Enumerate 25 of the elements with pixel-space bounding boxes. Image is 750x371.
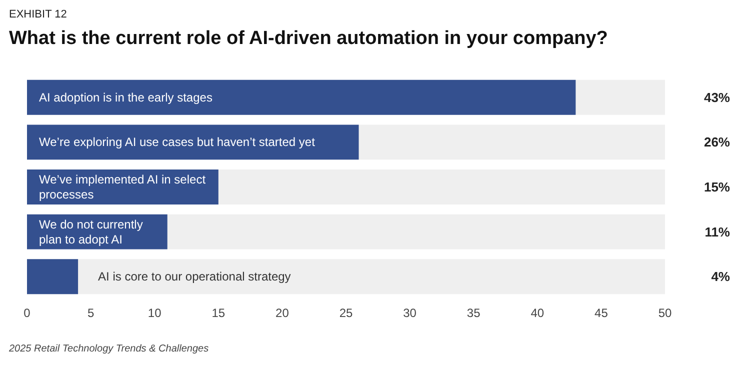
x-tick-label: 20 — [276, 306, 290, 320]
x-tick-label: 40 — [530, 306, 544, 320]
data-label: 43% — [704, 90, 730, 105]
chart-subtitle: EXHIBIT 12 — [9, 8, 67, 20]
x-tick-label: 10 — [148, 306, 162, 320]
x-tick-label: 25 — [339, 306, 353, 320]
y-tick-label: AI adoption is in the early stages — [39, 90, 212, 104]
x-tick-label: 30 — [403, 306, 417, 320]
data-label: 11% — [704, 224, 730, 240]
y-tick-label: AI is core to our operational strategy — [98, 270, 291, 284]
x-tick-label: 50 — [658, 306, 672, 320]
y-tick-label: We’ve implemented AI in select processes — [39, 172, 206, 202]
y-tick-label: We’re exploring AI use cases but haven’t started yet — [39, 135, 316, 150]
x-tick-label: 15 — [212, 306, 226, 320]
data-label: 26% — [704, 134, 730, 150]
chart-title: What is the current role of AI-driven automation in your company? — [9, 28, 608, 49]
data-label: 15% — [704, 180, 730, 194]
bar — [27, 259, 78, 294]
data-label: 4% — [711, 269, 730, 284]
y-tick-label: We do not currently plan to adopt AI — [39, 217, 143, 246]
x-tick-label: 45 — [594, 306, 608, 320]
x-tick-label: 5 — [87, 306, 94, 320]
x-tick-label: 0 — [24, 306, 31, 320]
text: 2025 Retail Technology Trends & Challenges — [8, 344, 209, 354]
x-tick-label: 35 — [466, 306, 481, 320]
